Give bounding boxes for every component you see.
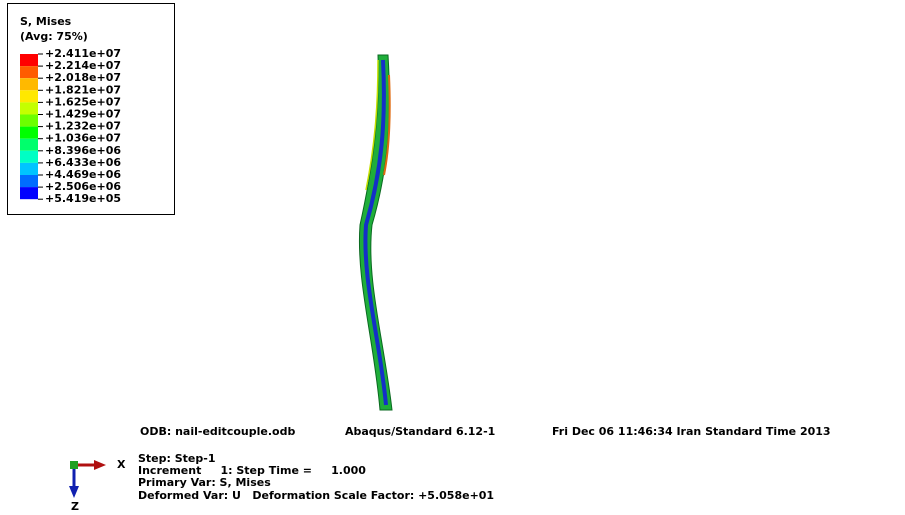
legend-swatch xyxy=(20,102,38,114)
legend-scale: +2.411e+07+2.214e+07+2.018e+07+1.821e+07… xyxy=(20,47,121,205)
legend-swatch xyxy=(20,54,38,66)
viewport: S, Mises (Avg: 75%) +2.411e+07+2.214e+07… xyxy=(0,0,905,515)
x-axis-label: X xyxy=(117,458,126,471)
legend-label: +1.821e+07 xyxy=(45,83,121,96)
legend-label: +2.018e+07 xyxy=(45,71,121,84)
legend-label: +8.396e+06 xyxy=(45,144,121,157)
legend-swatch xyxy=(20,187,38,199)
legend-label: +2.411e+07 xyxy=(45,47,121,60)
odb-name: ODB: nail-editcouple.odb xyxy=(140,425,295,438)
legend-subtitle: (Avg: 75%) xyxy=(20,30,88,43)
nail-model xyxy=(359,55,392,410)
legend-label: +2.506e+06 xyxy=(45,180,121,193)
legend-title: S, Mises xyxy=(20,15,72,28)
legend-label: +5.419e+05 xyxy=(45,192,121,205)
legend-label: +1.429e+07 xyxy=(45,108,121,121)
z-axis-label: Z xyxy=(71,500,79,513)
legend-swatch xyxy=(20,66,38,78)
primary-var: Primary Var: S, Mises xyxy=(138,476,271,489)
legend-label: +4.469e+06 xyxy=(45,168,121,181)
legend-swatch xyxy=(20,175,38,187)
timestamp: Fri Dec 06 11:46:34 Iran Standard Time 2… xyxy=(552,425,831,438)
legend-swatch xyxy=(20,127,38,139)
legend-swatch xyxy=(20,78,38,90)
legend-swatch xyxy=(20,151,38,163)
axis-triad: X Z xyxy=(69,458,126,513)
legend-swatch xyxy=(20,115,38,127)
solver-version: Abaqus/Standard 6.12-1 xyxy=(345,425,495,438)
legend-label: +1.232e+07 xyxy=(45,120,121,133)
legend-label: +2.214e+07 xyxy=(45,59,121,72)
deformed-var: Deformed Var: U Deformation Scale Factor… xyxy=(138,489,494,502)
legend-label: +6.433e+06 xyxy=(45,156,121,169)
legend-label: +1.036e+07 xyxy=(45,132,121,145)
legend-swatch xyxy=(20,90,38,102)
legend-swatch xyxy=(20,139,38,151)
legend-label: +1.625e+07 xyxy=(45,95,121,108)
legend-swatch xyxy=(20,163,38,175)
